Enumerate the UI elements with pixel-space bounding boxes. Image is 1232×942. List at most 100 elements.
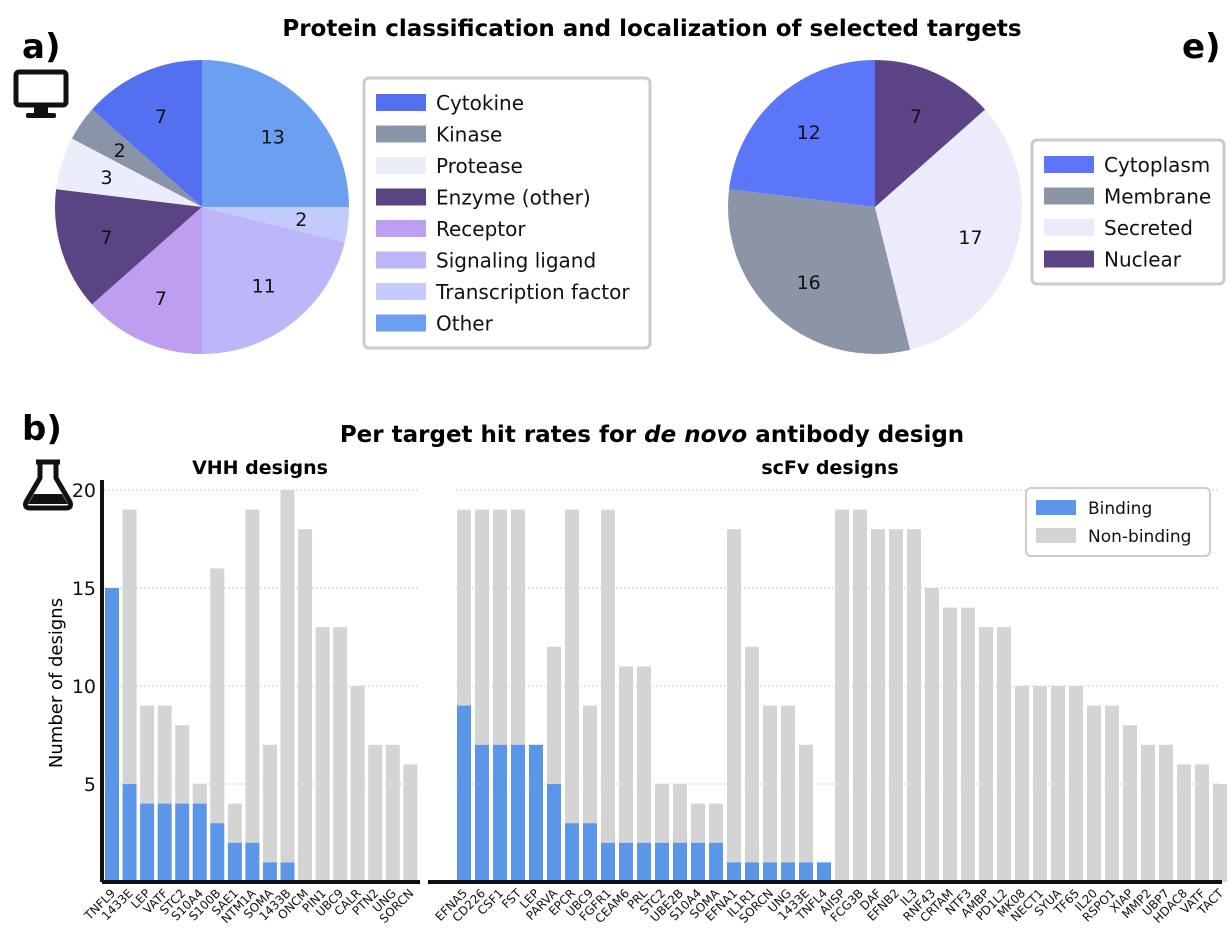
- bar-nonbinding-efna1: [727, 529, 741, 863]
- bar-nonbinding-pin1: [315, 627, 330, 882]
- pie-slice-other: [202, 60, 349, 207]
- bar-nonbinding-fst: [511, 509, 525, 745]
- bar-binding-sae1: [227, 842, 242, 882]
- bar-nonbinding-nect1: [1033, 686, 1047, 882]
- bar-charts: 5101520TNFL91433ELEPVATFSTC2S10A4S100BSA…: [72, 480, 1227, 926]
- pie-slice-signaling-ligand: [202, 207, 345, 354]
- bar-nonbinding-vatf: [157, 705, 172, 804]
- bar-nonbinding-soma: [709, 803, 723, 843]
- bar-nonbinding-oncm: [298, 529, 313, 882]
- pie-slice-transcription-factor: [202, 207, 349, 243]
- bar-nonbinding-sorcn: [763, 705, 777, 863]
- bar-nonbinding-ung: [385, 744, 400, 882]
- pie-value-transcription-factor: 2: [295, 209, 307, 231]
- y-tick-label: 5: [84, 774, 96, 796]
- bar-nonbinding-il1r1: [745, 646, 759, 863]
- legend-swatch-other: [376, 314, 426, 332]
- vhh-subtitle: VHH designs: [192, 457, 328, 479]
- bar-nonbinding-ntm1a: [245, 509, 260, 843]
- bar-nonbinding-daf: [871, 529, 885, 882]
- bar-nonbinding-rnf43: [925, 588, 939, 882]
- pie-value-membrane: 16: [797, 272, 821, 294]
- legend-localization: Cytoplasm Membrane Secreted Nuclear: [1030, 138, 1226, 286]
- bar-nonbinding-1433e: [122, 509, 137, 784]
- bar-binding-stc2: [655, 842, 669, 882]
- pie-value-cytoplasm: 12: [797, 122, 821, 144]
- legend-swatch-kinase: [376, 125, 426, 143]
- bar-binding-ntm1a: [245, 842, 260, 882]
- bar-binding-epcr: [565, 823, 579, 882]
- legend-label-signaling-ligand: Signaling ligand: [436, 249, 596, 273]
- bar-nonbinding-s10a4: [192, 784, 207, 804]
- legend-swatch-cytoplasm: [1044, 156, 1094, 173]
- legend-frame: [1030, 138, 1226, 286]
- pie-value-secreted: 17: [958, 227, 982, 249]
- bar-nonbinding-efnb2: [889, 529, 903, 882]
- bar-nonbinding-crtam: [943, 607, 957, 882]
- legend-label-non-binding: Non-binding: [1088, 527, 1191, 547]
- bar-nonbinding-fcg3b: [853, 509, 867, 882]
- bar-nonbinding-ubc9: [333, 627, 348, 882]
- legend-swatch-enzyme-other: [376, 188, 426, 206]
- panel-label-e: e): [1182, 27, 1221, 67]
- bar-nonbinding-vatf: [1195, 764, 1209, 882]
- y-tick-label: 10: [72, 676, 96, 698]
- legend-label-other: Other: [436, 312, 494, 336]
- bar-binding-fst: [511, 744, 525, 882]
- bar-binding-fgfr1: [601, 842, 615, 882]
- bar-binding-sorcn: [763, 862, 777, 882]
- legend-swatch-binding: [1036, 500, 1076, 515]
- bar-nonbinding-syua: [1051, 686, 1065, 882]
- bar-nonbinding-ube2b: [673, 784, 687, 843]
- bar-binding-s10a4: [691, 842, 705, 882]
- legend-swatch-transcription-factor: [376, 283, 426, 300]
- bar-nonbinding-il20: [1087, 705, 1101, 882]
- legend-label-kinase: Kinase: [436, 123, 502, 147]
- legend-frame: [362, 76, 652, 350]
- legend-swatch-secreted: [1044, 219, 1094, 236]
- legend-swatch-nuclear: [1044, 250, 1094, 268]
- bar-nonbinding-ubc9: [583, 705, 597, 824]
- pie-value-nuclear: 7: [910, 106, 922, 128]
- pie-chart-localization: 12 16 17 7: [728, 60, 1022, 355]
- y-tick-label: 20: [72, 480, 96, 502]
- bar-binding-stc2: [175, 803, 190, 882]
- bar-binding-csf1: [493, 744, 507, 882]
- bar-binding-1433e: [799, 862, 813, 882]
- bar-nonbinding-tf65: [1069, 686, 1083, 882]
- bar-nonbinding-fgfr1: [601, 509, 615, 843]
- bar-nonbinding-calr: [350, 686, 365, 882]
- bar-nonbinding-ambp: [979, 627, 993, 882]
- legend-label-receptor: Receptor: [436, 217, 526, 241]
- panel-label-a: a): [22, 27, 60, 67]
- y-axis-label: Number of designs: [46, 598, 67, 768]
- bar-nonbinding-s100b: [210, 568, 225, 824]
- bar-binding-ubc9: [583, 823, 597, 882]
- bar-nonbinding-efna5: [457, 509, 471, 706]
- bar-binding-tnfl4: [817, 862, 831, 882]
- bar-binding-lep: [140, 803, 155, 882]
- legend-swatch-non-binding: [1036, 528, 1076, 543]
- pie-slice-enzyme-other: [55, 189, 202, 305]
- legend-label-cytoplasm: Cytoplasm: [1104, 153, 1210, 177]
- bar-binding-1433e: [122, 784, 137, 882]
- pie-slice-cytoplasm: [729, 60, 875, 207]
- bar-nonbinding-s10a4: [691, 803, 705, 843]
- pie-value-cytokine: 7: [155, 106, 167, 128]
- bar-binding-lep: [529, 744, 543, 882]
- bar-title-suffix: antibody design: [747, 422, 964, 448]
- bar-binding-ceam6: [619, 842, 633, 882]
- bar-nonbinding-ptn2: [368, 744, 383, 882]
- legend-label-binding: Binding: [1088, 499, 1152, 519]
- bar-binding-prl: [637, 842, 651, 882]
- bar-nonbinding-stc2: [175, 725, 190, 804]
- bar-nonbinding-prl: [637, 666, 651, 843]
- bar-nonbinding-hdac8: [1177, 764, 1191, 882]
- bar-binding-ung: [781, 862, 795, 882]
- bar-legend: Binding Non-binding: [1025, 487, 1211, 557]
- bar-nonbinding-mk08: [1015, 686, 1029, 882]
- bar-binding-s100b: [210, 823, 225, 882]
- pie-slice-kinase: [71, 109, 202, 207]
- legend-swatch-receptor: [376, 220, 426, 237]
- legend-swatch-membrane: [1044, 187, 1094, 205]
